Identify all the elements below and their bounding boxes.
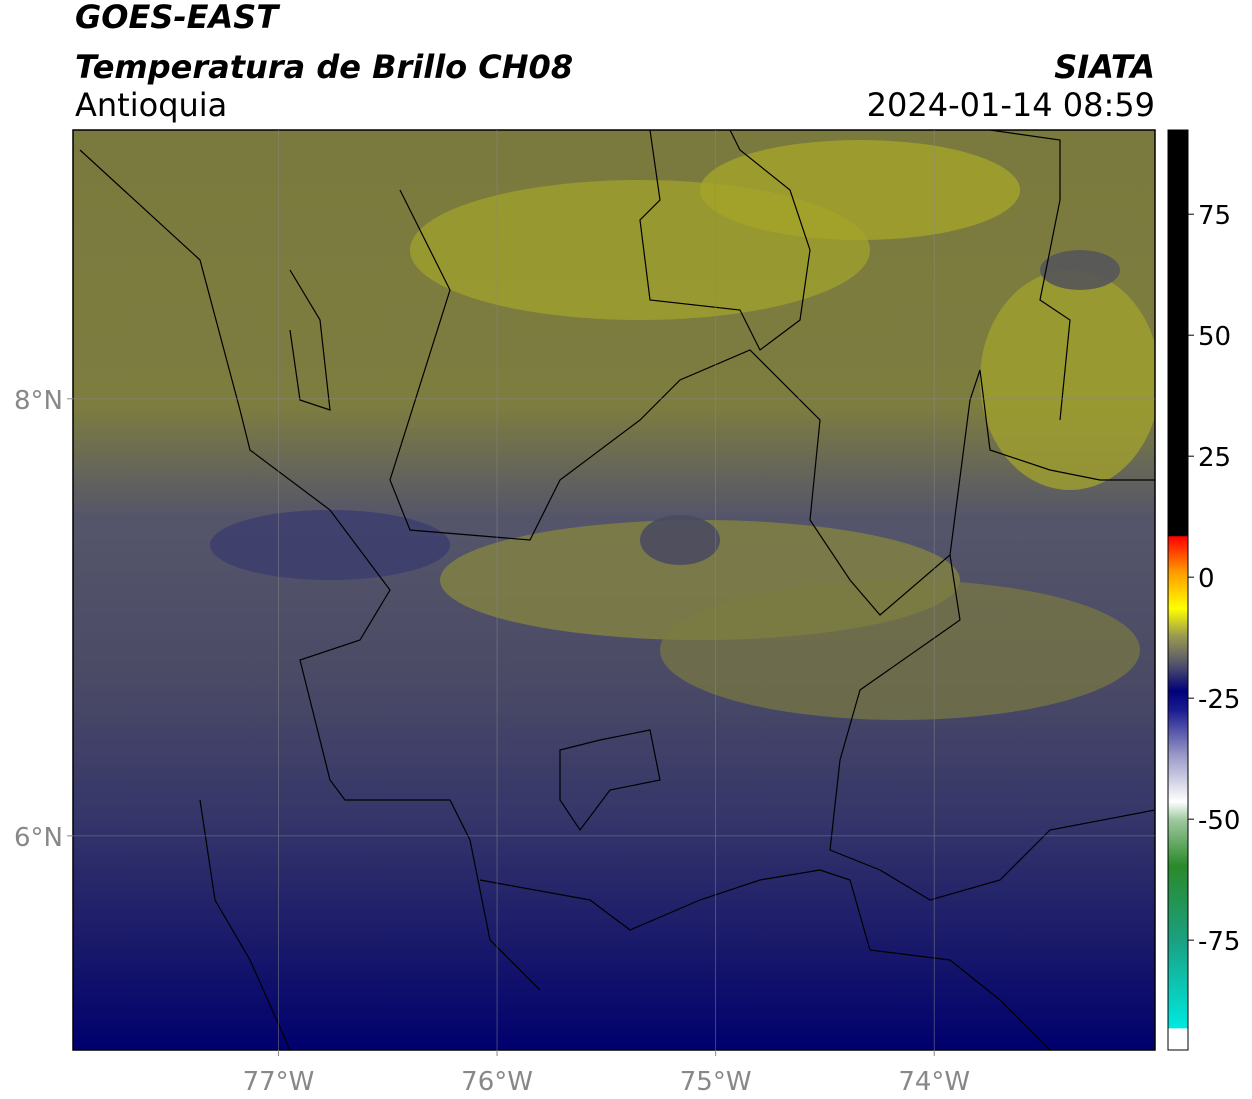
colorbar-tick-label: -50 [1198,806,1240,836]
colorbar-tick-label: 25 [1198,443,1231,473]
colorbar-tick-label: 50 [1198,322,1231,352]
x-tick-label: 76°W [461,1067,533,1097]
subtitle: Temperatura de Brillo CH08 [75,48,573,86]
colorbar-tick-label: -25 [1198,685,1240,715]
y-tick-label: 8°N [14,386,63,416]
y-tick-label: 6°N [14,823,63,853]
x-tick-label: 75°W [680,1067,752,1097]
region: Antioquia [75,86,227,124]
datetime: 2024-01-14 08:59 [867,86,1155,124]
x-tick-label: 74°W [898,1067,970,1097]
colorbar [1167,129,1189,1051]
colorbar-tick-label: 0 [1198,564,1215,594]
map-frame [72,129,1156,1051]
title: GOES-EAST [75,0,280,36]
map-image [73,130,1155,1050]
source: SIATA [1054,48,1155,86]
colorbar-tick-label: -75 [1198,927,1240,957]
x-tick-label: 77°W [243,1067,315,1097]
colorbar-tick-label: 75 [1198,201,1231,231]
